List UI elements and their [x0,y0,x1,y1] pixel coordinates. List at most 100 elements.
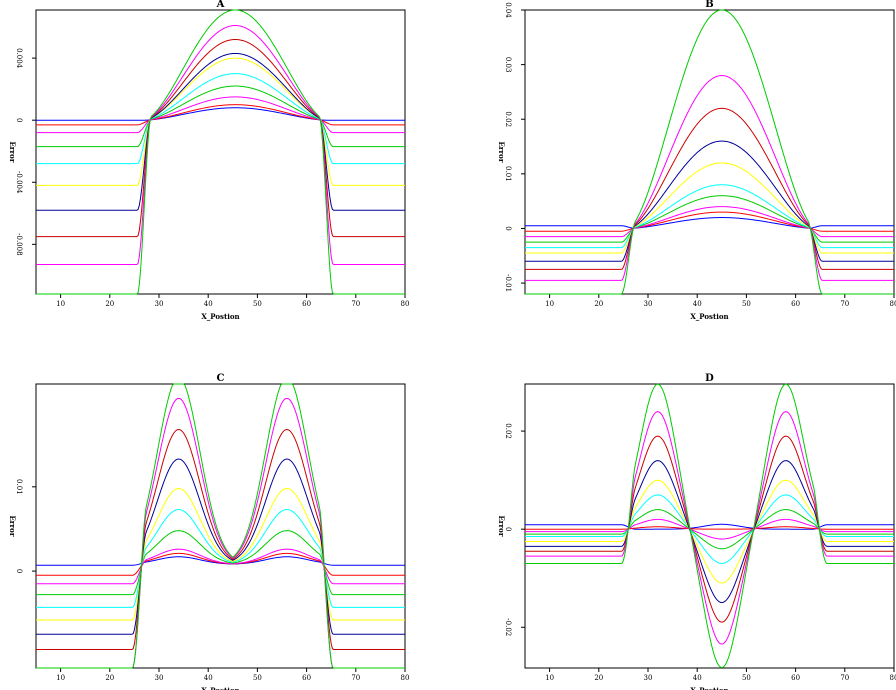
x-axis-label: X_Postion [690,312,728,321]
panel-B: B 10 20 30 40 50 60 70 80 X_Postion -0.01 0 0.01 0.02… [497,0,896,321]
x-tick-label: 30 [644,674,653,682]
series-line-6 [36,57,405,186]
series-line-2 [36,104,405,126]
x-tick-label: 10 [545,674,554,682]
x-tick-label: 80 [401,300,410,308]
y-tick-label: 0 [504,226,512,230]
plot-frame [35,9,406,295]
y-tick-label: -0.01 [504,274,512,292]
x-tick-label: 30 [644,300,653,308]
y-axis-label: Error [8,141,17,162]
series-line-8 [525,435,894,623]
y-tick-label: -0.004 [15,171,23,194]
series-line-7 [36,458,405,635]
y-tick-label: 0 [15,569,23,573]
x-axis-label: X_Postion [201,686,239,690]
x-tick-label: 30 [155,674,164,682]
x-tick-label: 40 [693,674,702,682]
y-axis-label: Error [8,515,17,536]
y-tick-label: 0 [504,527,512,531]
x-tick-label: 70 [351,674,360,682]
x-tick-label: 60 [302,674,311,682]
x-tick-label: 60 [791,300,800,308]
plot-frame [35,383,406,669]
x-tick-label: 80 [890,300,896,308]
series-line-8 [36,429,405,650]
series-line-1 [525,217,894,229]
x-tick-label: 10 [56,300,65,308]
x-tick-label: 50 [253,674,262,682]
series-line-2 [525,526,894,530]
y-axis-label: Error [497,515,506,536]
series-line-4 [525,509,894,550]
series-line-6 [36,487,405,621]
chart-title: C [217,373,225,384]
series-line-3 [36,96,405,134]
series-line-9 [525,75,894,281]
series-line-9 [36,397,405,669]
series-line-2 [525,211,894,232]
series-line-1 [36,556,405,566]
series-line-7 [525,140,894,262]
x-tick-label: 80 [890,674,896,682]
y-tick-label: 0.01 [504,166,512,182]
plot-frame [524,383,895,669]
y-tick-label: 0.02 [504,111,512,127]
x-tick-label: 40 [204,674,213,682]
x-tick-label: 50 [742,674,751,682]
series-line-10 [36,9,405,295]
series-line-5 [36,73,405,165]
series-line-4 [36,85,405,148]
series-line-9 [525,411,894,645]
series-line-4 [36,530,405,596]
series-line-1 [525,523,894,530]
x-tick-label: 40 [204,300,213,308]
series-line-5 [525,184,894,249]
x-tick-label: 20 [594,674,603,682]
series-line-8 [525,107,894,270]
series-line-5 [525,494,894,564]
x-tick-label: 20 [105,674,114,682]
series-line-9 [36,25,405,266]
x-tick-label: 10 [56,674,65,682]
chart-title: A [216,0,225,10]
y-tick-label: 0.03 [504,57,512,73]
x-tick-label: 50 [742,300,751,308]
x-tick-label: 60 [302,300,311,308]
series-line-1 [36,107,405,121]
series-line-10 [525,9,894,295]
series-line-10 [525,383,894,669]
series-line-4 [525,195,894,243]
series-line-8 [36,38,405,238]
y-tick-label: -0.02 [504,618,512,636]
series-line-10 [36,383,405,669]
x-tick-label: 20 [594,300,603,308]
chart-title: B [705,0,713,10]
x-tick-label: 50 [253,300,262,308]
panel-A: A 10 20 30 40 50 60 70 80 X_Postion -0.008 -0.004 0 0… [8,0,409,321]
panel-C: C 10 20 30 40 50 60 70 80 X_Postion 0 0.01 Error [8,373,409,690]
y-tick-label: 0 [15,118,23,122]
x-tick-label: 30 [155,300,164,308]
y-tick-label: 0.01 [15,479,23,495]
series-line-2 [36,552,405,576]
series-line-6 [525,162,894,254]
x-tick-label: 60 [791,674,800,682]
series-line-7 [36,52,405,211]
x-tick-label: 70 [840,300,849,308]
x-tick-label: 70 [840,674,849,682]
series-line-7 [525,460,894,604]
series-line-5 [36,509,405,608]
x-axis-label: X_Postion [201,312,239,321]
x-tick-label: 20 [105,300,114,308]
chart-title: D [705,373,714,384]
x-tick-label: 40 [693,300,702,308]
x-axis-label: X_Postion [690,686,728,690]
series-line-3 [525,206,894,238]
y-tick-label: 0.004 [15,48,23,69]
series-line-3 [525,518,894,540]
x-tick-label: 10 [545,300,554,308]
y-axis-label: Error [497,141,506,162]
x-tick-label: 80 [401,674,410,682]
